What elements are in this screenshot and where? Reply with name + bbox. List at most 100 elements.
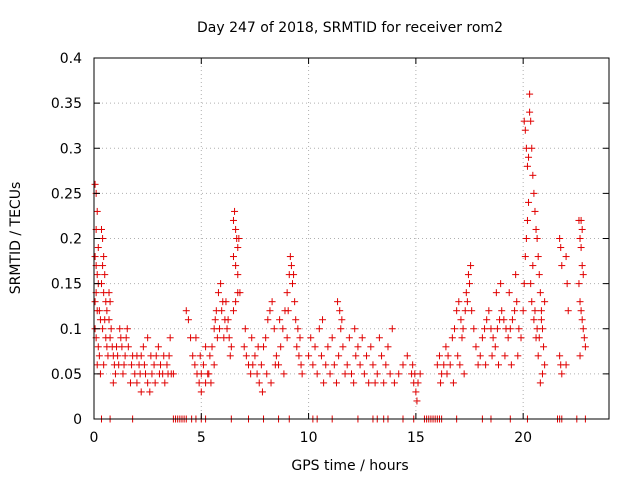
data-point xyxy=(462,289,470,297)
data-point xyxy=(317,352,325,360)
data-point xyxy=(235,235,243,242)
data-point xyxy=(528,298,536,306)
data-point xyxy=(373,370,381,378)
data-point xyxy=(287,262,295,270)
data-point xyxy=(128,361,136,369)
data-point xyxy=(277,343,285,351)
data-point xyxy=(487,325,495,333)
data-point xyxy=(505,289,513,297)
data-point xyxy=(116,325,124,333)
data-point xyxy=(521,253,529,261)
data-point xyxy=(330,361,338,369)
data-point xyxy=(474,361,482,369)
data-point xyxy=(523,216,531,224)
data-point xyxy=(578,225,586,233)
y-tick-label: 0.4 xyxy=(60,51,82,67)
data-point xyxy=(520,117,528,125)
data-point xyxy=(536,379,544,387)
data-point xyxy=(500,316,508,324)
axis-ticks xyxy=(93,57,609,420)
data-point xyxy=(576,352,584,360)
data-point xyxy=(286,253,294,261)
data-point xyxy=(341,370,349,378)
data-point xyxy=(266,307,274,315)
data-point xyxy=(121,352,129,360)
data-point xyxy=(528,144,536,152)
data-point xyxy=(485,307,493,315)
data-point xyxy=(227,343,235,351)
data-point xyxy=(195,379,203,387)
data-point xyxy=(241,325,249,333)
data-point xyxy=(206,352,214,360)
data-point xyxy=(493,325,501,333)
data-point xyxy=(446,361,454,369)
data-point xyxy=(350,379,358,387)
data-point xyxy=(530,189,538,197)
data-point xyxy=(517,334,525,342)
data-point xyxy=(242,352,250,360)
data-point xyxy=(217,280,225,288)
data-point xyxy=(533,235,541,242)
data-point xyxy=(481,325,489,333)
y-tick-label: 0 xyxy=(73,412,82,428)
data-point xyxy=(133,379,141,387)
data-point xyxy=(494,361,502,369)
data-point xyxy=(95,307,103,315)
data-point xyxy=(313,370,321,378)
data-point xyxy=(433,361,441,369)
data-point xyxy=(338,316,346,324)
data-point xyxy=(105,316,113,324)
data-point xyxy=(464,271,472,279)
data-point xyxy=(556,235,564,242)
data-point xyxy=(91,180,99,188)
data-point xyxy=(562,253,570,261)
data-point xyxy=(311,343,319,351)
data-point xyxy=(461,307,469,315)
data-point xyxy=(537,307,545,315)
data-point xyxy=(526,108,534,116)
data-point xyxy=(363,352,371,360)
data-point xyxy=(136,370,144,378)
data-point xyxy=(537,316,545,324)
data-point xyxy=(332,379,340,387)
data-point xyxy=(207,379,215,387)
data-point xyxy=(291,298,299,306)
data-point xyxy=(531,207,539,215)
data-point xyxy=(443,370,451,378)
data-point xyxy=(334,298,342,306)
data-point xyxy=(292,316,300,324)
data-point xyxy=(119,370,127,378)
data-point xyxy=(513,298,521,306)
data-point xyxy=(448,334,456,342)
data-point xyxy=(229,307,237,315)
data-point xyxy=(399,361,407,369)
data-point xyxy=(437,379,445,387)
data-point xyxy=(515,325,523,333)
data-point xyxy=(564,307,572,315)
data-point xyxy=(497,280,505,288)
data-point xyxy=(382,361,390,369)
data-point xyxy=(309,361,317,369)
data-point xyxy=(111,370,119,378)
data-point xyxy=(222,298,230,306)
data-point xyxy=(163,361,171,369)
data-point xyxy=(234,271,242,279)
data-point xyxy=(390,379,398,387)
y-tick-label: 0.2 xyxy=(60,232,82,248)
data-point xyxy=(413,397,421,405)
data-point xyxy=(576,298,584,306)
y-axis-label: SRMTID / TECUs xyxy=(8,182,24,295)
data-point xyxy=(94,343,102,351)
y-tick-label: 0.25 xyxy=(51,186,82,202)
data-point xyxy=(468,307,476,315)
data-point xyxy=(126,379,134,387)
data-point xyxy=(216,325,224,333)
data-point xyxy=(182,307,190,315)
data-point xyxy=(520,280,528,288)
y-tick-labels: 0 0.05 0.1 0.15 0.2 0.25 0.3 0.35 0.4 xyxy=(51,51,82,428)
data-point xyxy=(232,262,240,270)
data-point xyxy=(270,325,278,333)
data-point xyxy=(254,343,262,351)
data-point xyxy=(264,316,272,324)
data-point xyxy=(279,325,287,333)
